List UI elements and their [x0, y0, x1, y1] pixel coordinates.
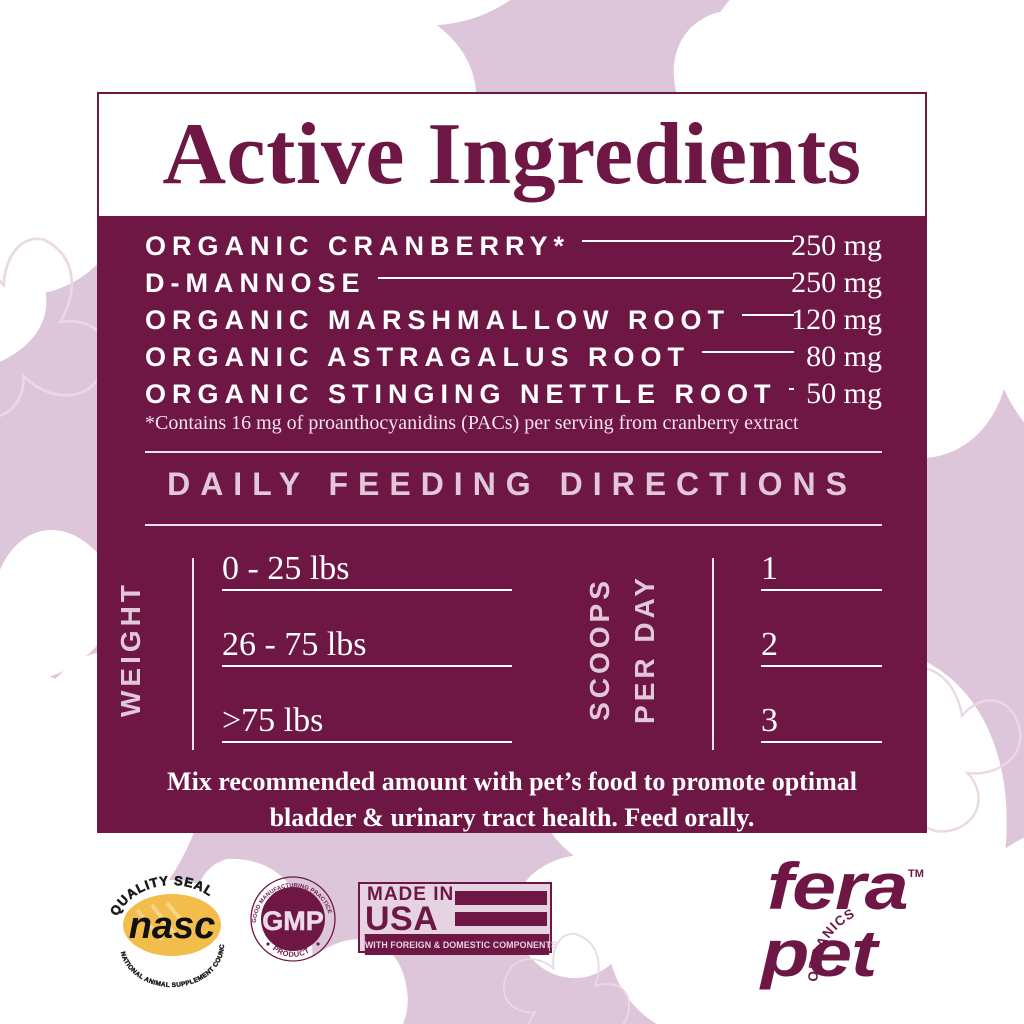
- svg-text:TM: TM: [908, 868, 924, 880]
- svg-text:fera: fera: [767, 850, 907, 923]
